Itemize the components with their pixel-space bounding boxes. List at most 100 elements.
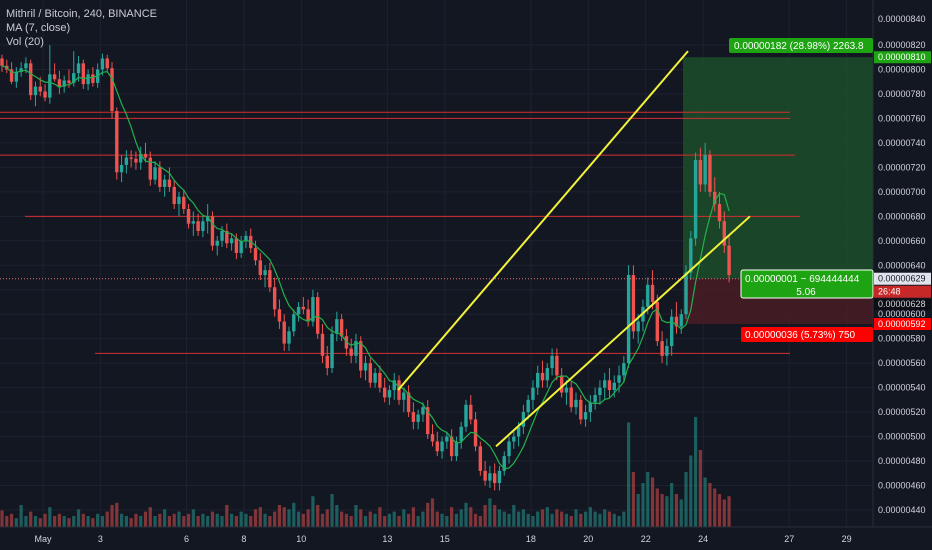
volume-bar xyxy=(177,511,181,527)
candle-body xyxy=(717,204,722,222)
candle-body xyxy=(320,333,325,356)
volume-bar xyxy=(33,516,38,527)
candle-body xyxy=(244,235,248,241)
candle-body xyxy=(622,363,626,376)
volume-bar xyxy=(91,518,95,527)
candle-body xyxy=(43,91,47,98)
volume-bar xyxy=(277,505,282,527)
volume-bar xyxy=(239,511,243,527)
volume-bar xyxy=(363,516,368,527)
volume-bar xyxy=(387,513,392,527)
candle-body xyxy=(91,74,95,83)
volume-bar xyxy=(244,513,248,527)
entry-price-label: 0.00000629 xyxy=(878,274,926,284)
candle-body xyxy=(540,372,545,381)
price-tick-label: 0.00000840 xyxy=(878,14,926,24)
candle-body xyxy=(526,399,530,413)
time-tick-label: 27 xyxy=(784,534,794,544)
candle-body xyxy=(669,316,674,347)
candle-body xyxy=(306,309,310,322)
volume-bar xyxy=(292,502,296,527)
candle-body xyxy=(598,387,602,395)
entry-price-badge xyxy=(874,272,931,285)
entry-label-box[interactable] xyxy=(740,269,874,299)
candle-body xyxy=(545,368,549,381)
candle-body xyxy=(607,380,612,391)
candle-body xyxy=(430,434,435,442)
candle-body xyxy=(722,221,726,246)
volume-bar xyxy=(550,513,554,527)
profit-label-box[interactable] xyxy=(729,38,873,53)
candle-body xyxy=(167,179,172,187)
volume-bar xyxy=(268,516,272,527)
candle-body xyxy=(349,348,353,356)
candle-body xyxy=(655,301,660,342)
candle-body xyxy=(698,160,703,185)
candle-body xyxy=(392,380,396,391)
candle-body xyxy=(574,399,578,408)
candle-body xyxy=(426,407,430,435)
volume-bar xyxy=(473,513,478,527)
channel-lower-line[interactable] xyxy=(495,215,751,448)
candle-body xyxy=(569,387,573,408)
profit-zone xyxy=(683,57,873,279)
volume-bar xyxy=(86,516,90,527)
volume-bar xyxy=(406,513,411,527)
volume-bar xyxy=(445,516,449,527)
price-tick-label: 0.00000460 xyxy=(878,481,926,491)
candle-body xyxy=(33,86,38,96)
volume-bar xyxy=(316,505,320,527)
candle-body xyxy=(177,196,181,205)
candle-body xyxy=(282,321,286,344)
candle-body xyxy=(382,387,387,398)
volume-bar xyxy=(57,513,61,527)
volume-bar xyxy=(201,513,205,527)
candle-body xyxy=(234,238,239,254)
volume-bar xyxy=(454,513,459,527)
price-tick-label: 0.00000700 xyxy=(878,187,926,197)
candle-body xyxy=(330,333,334,369)
volume-bar xyxy=(253,509,258,527)
volume-indicator-label[interactable]: Vol (20) xyxy=(6,36,44,48)
candle-body xyxy=(277,309,282,322)
volume-bar xyxy=(703,477,707,527)
volume-bar xyxy=(110,505,114,527)
volume-bar xyxy=(48,507,52,527)
volume-bar xyxy=(234,516,238,527)
volume-bar xyxy=(397,516,401,527)
candle-body xyxy=(339,319,344,337)
candle-body xyxy=(603,380,607,388)
volume-bar xyxy=(670,483,674,527)
volume-bar xyxy=(612,513,616,527)
candle-body xyxy=(100,58,105,70)
candle-body xyxy=(650,284,655,302)
volume-bar xyxy=(627,422,631,527)
volume-bar xyxy=(478,516,482,527)
candle-body xyxy=(201,221,205,231)
channel-upper-line[interactable] xyxy=(397,50,689,391)
volume-bar xyxy=(215,513,219,527)
volume-bar xyxy=(517,511,521,527)
ma-indicator-label[interactable]: MA (7, close) xyxy=(6,22,71,34)
volume-bar xyxy=(119,513,124,527)
volume-bar xyxy=(368,511,372,527)
volume-bar xyxy=(306,509,310,527)
profit-label-text: 0.00000182 (28.98%) 2263.8 xyxy=(734,41,864,52)
candle-body xyxy=(631,275,636,332)
time-tick-label: 6 xyxy=(184,534,189,544)
candle-body xyxy=(162,179,167,187)
candle-body xyxy=(359,341,363,371)
volume-bar xyxy=(153,516,157,527)
price-tick-label: 0.00000560 xyxy=(878,358,926,368)
candle-body xyxy=(205,216,210,222)
candle-body xyxy=(713,191,717,205)
loss-label-box[interactable] xyxy=(741,327,873,342)
candle-body xyxy=(19,68,23,72)
candle-body xyxy=(502,456,506,471)
time-tick-label: 8 xyxy=(241,534,246,544)
candle-body xyxy=(24,63,28,69)
candle-body xyxy=(555,355,559,376)
volume-bar xyxy=(100,516,105,527)
level-price-label: 0.00000628 xyxy=(878,299,926,309)
